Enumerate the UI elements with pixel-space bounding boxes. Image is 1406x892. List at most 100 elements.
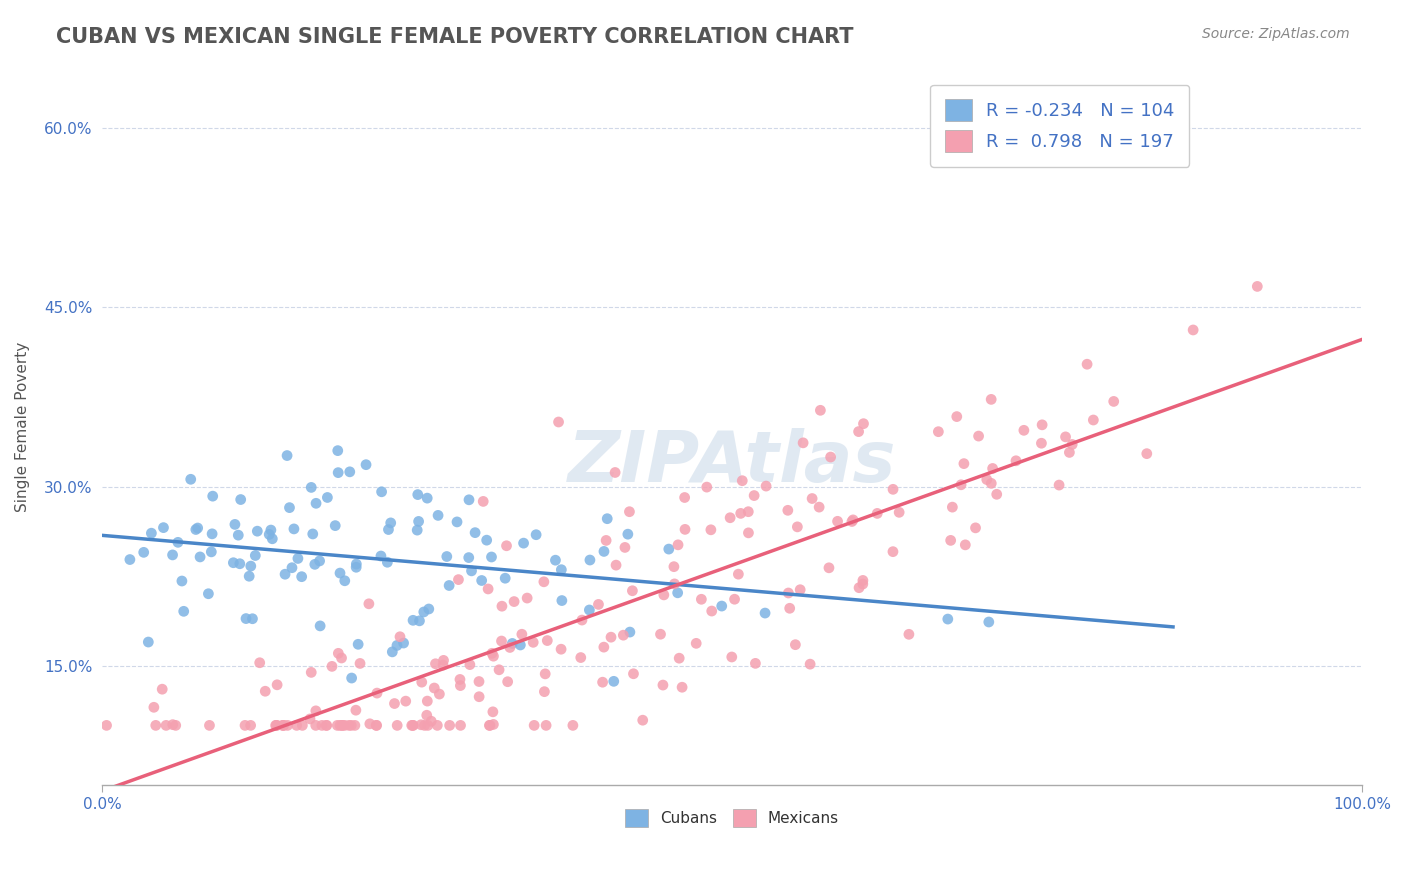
Mexicans [662, 559, 685, 574]
Mexicans [291, 718, 314, 732]
Mexicans [980, 392, 1002, 407]
Cubans [188, 549, 211, 564]
Mexicans [411, 675, 433, 690]
Mexicans [592, 675, 614, 690]
Mexicans [315, 718, 337, 732]
Mexicans [330, 651, 353, 665]
Mexicans [401, 718, 423, 732]
Mexicans [450, 718, 472, 732]
Cubans [550, 563, 572, 577]
Mexicans [329, 718, 352, 732]
Mexicans [413, 718, 436, 732]
Mexicans [326, 718, 349, 732]
Cubans [323, 518, 346, 533]
Cubans [509, 638, 531, 652]
Mexicans [321, 659, 343, 673]
Mexicans [273, 718, 295, 732]
Mexicans [388, 630, 411, 644]
Mexicans [723, 592, 745, 607]
Mexicans [340, 718, 363, 732]
Mexicans [536, 633, 558, 648]
Cubans [710, 599, 733, 613]
Mexicans [385, 718, 408, 732]
Cubans [754, 606, 776, 620]
Mexicans [277, 718, 299, 732]
Mexicans [503, 594, 526, 608]
Cubans [226, 528, 249, 542]
Mexicans [478, 718, 501, 732]
Mexicans [468, 674, 491, 689]
Mexicans [967, 429, 990, 443]
Mexicans [510, 627, 533, 641]
Cubans [242, 612, 264, 626]
Cubans [578, 603, 600, 617]
Mexicans [449, 673, 471, 687]
Mexicans [779, 601, 801, 615]
Cubans [222, 556, 245, 570]
Mexicans [420, 714, 443, 729]
Mexicans [852, 417, 875, 431]
Mexicans [333, 718, 356, 732]
Mexicans [668, 651, 690, 665]
Cubans [141, 526, 163, 541]
Mexicans [273, 718, 295, 732]
Mexicans [778, 586, 800, 600]
Cubans [347, 637, 370, 651]
Mexicans [1246, 279, 1268, 293]
Mexicans [941, 500, 963, 515]
Mexicans [402, 718, 425, 732]
Mexicans [344, 703, 367, 717]
Cubans [173, 604, 195, 618]
Mexicans [955, 538, 977, 552]
Mexicans [1012, 423, 1035, 437]
Cubans [239, 559, 262, 574]
Mexicans [198, 718, 221, 732]
Mexicans [155, 718, 177, 732]
Mexicans [423, 681, 446, 695]
Cubans [427, 508, 450, 523]
Mexicans [737, 525, 759, 540]
Mexicans [1076, 357, 1098, 371]
Cubans [406, 487, 429, 501]
Mexicans [852, 574, 875, 588]
Mexicans [409, 718, 432, 732]
Mexicans [495, 539, 517, 553]
Cubans [471, 574, 494, 588]
Mexicans [488, 663, 510, 677]
Cubans [132, 545, 155, 559]
Mexicans [664, 577, 686, 591]
Cubans [380, 516, 402, 530]
Cubans [308, 554, 330, 568]
Mexicans [730, 507, 752, 521]
Mexicans [305, 718, 328, 732]
Mexicans [792, 435, 814, 450]
Mexicans [727, 567, 749, 582]
Mexicans [482, 717, 505, 731]
Cubans [246, 524, 269, 538]
Mexicans [1062, 437, 1084, 451]
Mexicans [328, 646, 350, 660]
Cubans [262, 532, 284, 546]
Cubans [977, 615, 1000, 629]
Cubans [412, 605, 434, 619]
Cubans [316, 491, 339, 505]
Cubans [326, 443, 349, 458]
Cubans [340, 671, 363, 685]
Mexicans [927, 425, 949, 439]
Mexicans [458, 657, 481, 672]
Mexicans [755, 479, 778, 493]
Mexicans [1031, 417, 1053, 432]
Mexicans [882, 544, 904, 558]
Mexicans [357, 597, 380, 611]
Mexicans [477, 582, 499, 596]
Cubans [481, 549, 503, 564]
Cubans [579, 553, 602, 567]
Mexicans [897, 627, 920, 641]
Cubans [619, 625, 641, 640]
Mexicans [271, 718, 294, 732]
Mexicans [950, 477, 973, 491]
Mexicans [366, 686, 388, 700]
Cubans [170, 574, 193, 588]
Cubans [524, 527, 547, 541]
Cubans [278, 500, 301, 515]
